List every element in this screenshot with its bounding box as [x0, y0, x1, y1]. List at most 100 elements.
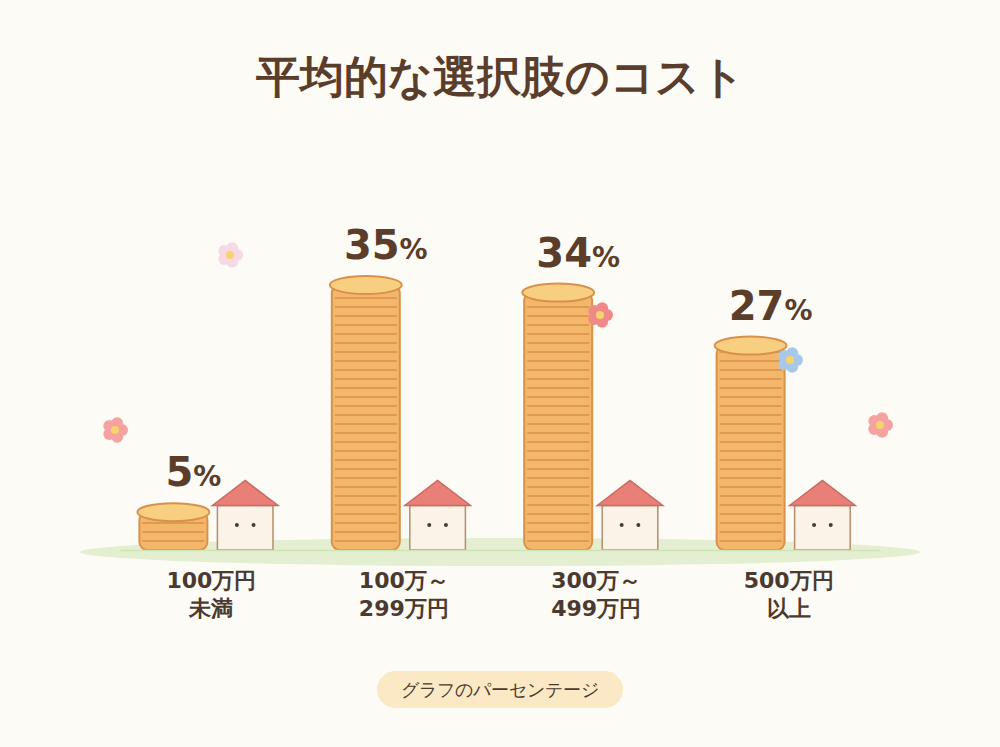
coin-edge: [335, 342, 397, 343]
coin-edge: [335, 423, 397, 424]
coin-edge: [720, 405, 782, 406]
annotation: グラフのパーセンテージ: [377, 671, 623, 708]
house-eye: [620, 523, 624, 527]
house-wall: [217, 506, 273, 550]
title: 平均的な選択肢のコスト: [256, 51, 745, 102]
house-eye: [427, 523, 431, 527]
house-icon: [597, 480, 663, 550]
coin-edge: [527, 306, 589, 307]
coin-stack: [522, 284, 594, 550]
coin-edge: [527, 531, 589, 532]
coin-edge: [720, 513, 782, 514]
x-tick-label: 100万～299万円: [359, 568, 449, 622]
coin-edge: [720, 387, 782, 388]
coin-edge: [720, 468, 782, 469]
coin-edge: [335, 441, 397, 442]
coin-stack: [137, 503, 209, 550]
coin-edge: [720, 531, 782, 532]
coin-edge: [720, 504, 782, 505]
coin-edge: [527, 423, 589, 424]
coin-edge: [527, 360, 589, 361]
house-wall: [795, 506, 851, 550]
flower: [868, 412, 893, 437]
x-tick: 100万円未満: [166, 550, 256, 621]
house-icon: [212, 480, 278, 550]
flower: [778, 347, 803, 372]
coin-edge: [142, 522, 204, 523]
coin-edge: [335, 405, 397, 406]
flower-center: [226, 251, 234, 259]
house-icon: [790, 480, 856, 550]
coin-edge: [527, 432, 589, 433]
house-eye: [252, 523, 256, 527]
data-label: 34%: [536, 230, 620, 276]
coin-edge: [335, 315, 397, 316]
coin-edge: [335, 531, 397, 532]
coin-edge: [335, 297, 397, 298]
coin-edge: [335, 324, 397, 325]
flower-center: [786, 356, 794, 364]
coin-top: [715, 337, 787, 355]
coin-edge: [335, 522, 397, 523]
background: [0, 0, 1000, 747]
bars: [137, 276, 786, 550]
house-eye: [812, 523, 816, 527]
coin-edge: [720, 486, 782, 487]
coin-edge: [527, 387, 589, 388]
coin-edge: [142, 540, 204, 541]
coin-edge: [335, 333, 397, 334]
coin-edge: [527, 369, 589, 370]
x-tick: 100万～299万円: [359, 550, 449, 621]
coin-edge: [720, 396, 782, 397]
coin-edge: [335, 486, 397, 487]
annotation-pill: [377, 671, 623, 708]
coin-edge: [527, 459, 589, 460]
coin-edge: [720, 360, 782, 361]
house-eye: [235, 523, 239, 527]
chart-svg: 平均的な選択肢のコスト 5% 35% 34% 27% 100万円未満 100万～299万円 3…: [0, 0, 1000, 747]
flower: [588, 302, 613, 327]
coin-edge: [335, 432, 397, 433]
coin-edge: [335, 540, 397, 541]
x-tick-label: 100万円未満: [166, 568, 256, 622]
coin-edge: [527, 468, 589, 469]
flower-center: [596, 311, 604, 319]
coin-edge: [720, 378, 782, 379]
data-label: 5%: [165, 449, 221, 495]
coin-edge: [720, 540, 782, 541]
coin-edge: [335, 414, 397, 415]
coin-edge: [527, 351, 589, 352]
coin-edge: [720, 450, 782, 451]
annotation-text: グラフのパーセンテージ: [401, 679, 599, 700]
coin-edge: [720, 369, 782, 370]
coin-edge: [527, 504, 589, 505]
house-icon: [405, 480, 471, 550]
coin-edge: [720, 432, 782, 433]
coin-edge: [335, 351, 397, 352]
x-tick-label: 300万～499万円: [551, 568, 641, 622]
data-label: 35%: [344, 222, 428, 268]
coin-edge: [527, 405, 589, 406]
house-roof: [212, 480, 278, 505]
coin-edge: [527, 513, 589, 514]
coin-edge: [527, 522, 589, 523]
coin-edge: [335, 468, 397, 469]
data-label: 27%: [729, 283, 813, 329]
coin-top: [330, 276, 402, 294]
house-wall: [410, 506, 466, 550]
coin-edge: [335, 504, 397, 505]
coin-top: [522, 284, 594, 302]
flower: [103, 417, 128, 442]
coin-edge: [720, 477, 782, 478]
x-tick-label: 500万円以上: [744, 568, 834, 622]
bar: [332, 285, 400, 550]
coin-edge: [527, 396, 589, 397]
flower-center: [876, 421, 884, 429]
coin-edge: [527, 450, 589, 451]
house-eye: [636, 523, 640, 527]
coin-edge: [720, 522, 782, 523]
coin-edge: [527, 441, 589, 442]
coin-stack: [715, 337, 787, 550]
coin-edge: [527, 495, 589, 496]
coin-edge: [527, 324, 589, 325]
